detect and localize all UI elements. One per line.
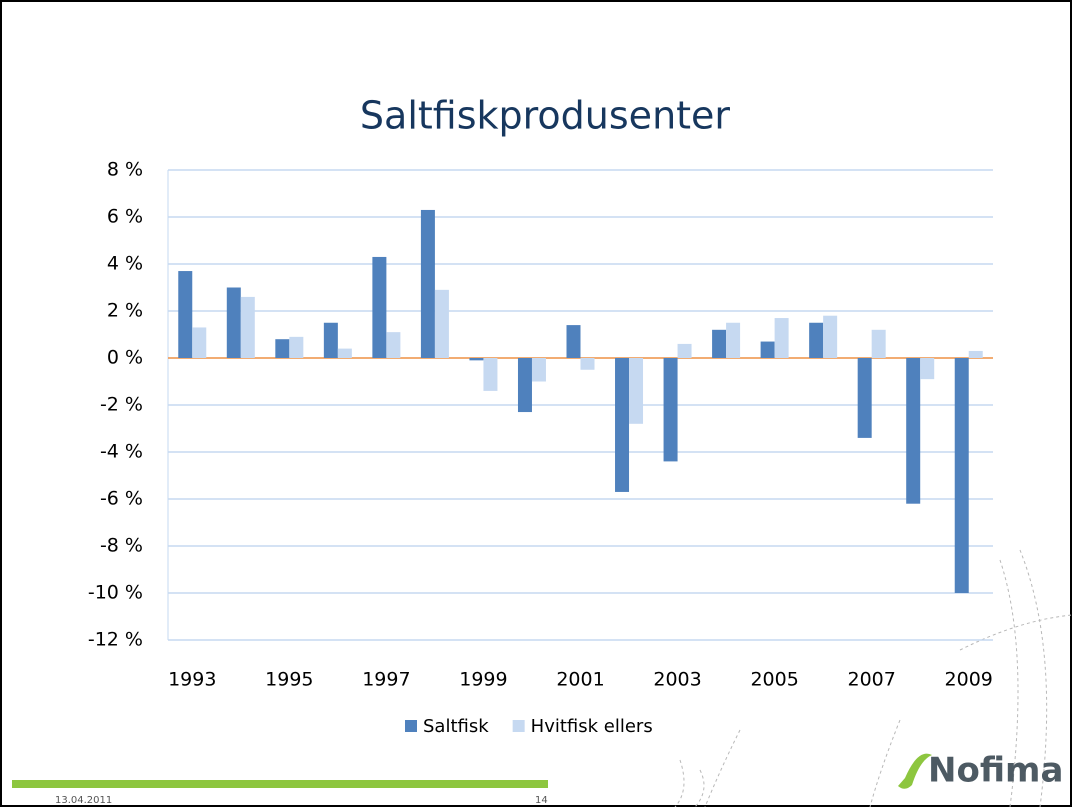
y-tick-label: -10 % [88, 582, 143, 604]
x-tick-label: 2007 [847, 669, 895, 691]
bar [289, 336, 304, 358]
bar [386, 332, 401, 358]
bar [726, 322, 741, 358]
bar [566, 325, 581, 358]
bar [420, 209, 435, 358]
y-tick-label: -6 % [100, 488, 143, 510]
x-tick-label: 1997 [362, 669, 410, 691]
y-tick-label: -12 % [88, 629, 143, 651]
bar [954, 358, 969, 593]
y-tick-label: 6 % [107, 206, 143, 228]
legend-swatch [512, 720, 525, 732]
bar [275, 339, 290, 358]
x-tick-label: 2005 [750, 669, 798, 691]
footer-page: 14 [535, 795, 548, 806]
bar [712, 329, 727, 358]
bar [823, 315, 838, 358]
y-tick-label: -4 % [100, 441, 143, 463]
bar [615, 358, 630, 492]
x-tick-label: 2001 [556, 669, 604, 691]
bar [663, 358, 678, 462]
logo: Nofima [928, 751, 1063, 791]
bar [809, 322, 824, 358]
bar [483, 358, 498, 391]
y-tick-label: 2 % [107, 300, 143, 322]
x-tick-label: 1999 [459, 669, 507, 691]
x-tick-label: 2009 [945, 669, 993, 691]
chart-title: Saltfiskprodusenter [360, 94, 731, 138]
bar [434, 289, 449, 358]
decoration [674, 549, 1072, 807]
bar [920, 358, 935, 380]
bar [871, 329, 886, 358]
bar [240, 296, 255, 358]
bar [906, 358, 921, 504]
bar [774, 318, 789, 358]
bar [178, 271, 193, 358]
y-tick-label: 0 % [107, 347, 143, 369]
bar [857, 358, 872, 438]
bar [677, 343, 692, 358]
y-tick-label: 4 % [107, 253, 143, 275]
bar [469, 358, 484, 361]
footer-date: 13.04.2011 [55, 795, 112, 806]
y-tick-label: 8 % [107, 159, 143, 181]
bar [323, 322, 338, 358]
x-tick-label: 1993 [168, 669, 216, 691]
legend-swatch [405, 720, 417, 732]
footer-bar [12, 780, 548, 788]
bar [968, 350, 983, 358]
bar [760, 341, 775, 358]
bar [192, 327, 207, 358]
logo-mark [898, 753, 932, 789]
bar [372, 256, 387, 358]
x-tick-label: 2003 [653, 669, 701, 691]
bar [580, 358, 595, 370]
bar [226, 287, 241, 358]
legend-label: Hvitfisk ellers [531, 716, 653, 737]
bar [629, 358, 644, 424]
bar [337, 348, 352, 358]
bar [517, 358, 532, 413]
x-tick-label: 1995 [265, 669, 313, 691]
bar [531, 358, 546, 382]
y-tick-label: -8 % [100, 535, 143, 557]
legend-label: Saltfisk [423, 716, 489, 737]
y-tick-label: -2 % [100, 394, 143, 416]
